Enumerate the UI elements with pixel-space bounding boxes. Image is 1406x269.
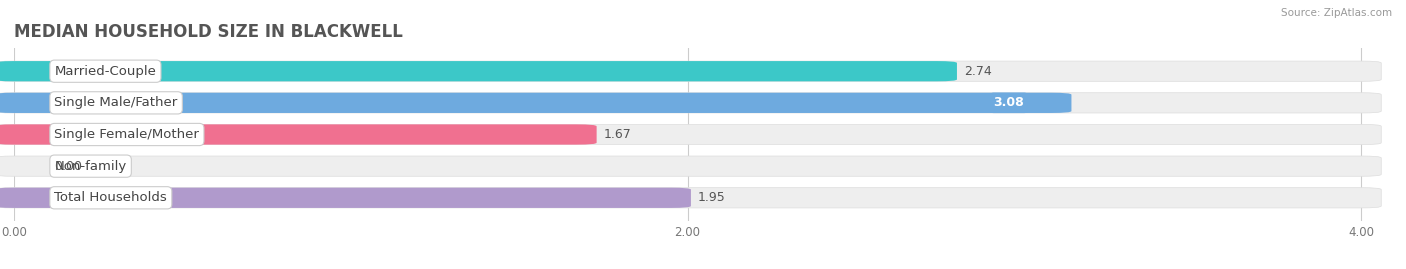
Text: Single Male/Father: Single Male/Father <box>55 96 177 109</box>
FancyBboxPatch shape <box>0 156 1381 176</box>
Text: 1.95: 1.95 <box>697 191 725 204</box>
FancyBboxPatch shape <box>0 61 1381 81</box>
Text: Non-family: Non-family <box>55 160 127 173</box>
Text: Total Households: Total Households <box>55 191 167 204</box>
FancyBboxPatch shape <box>0 188 690 208</box>
Text: 2.74: 2.74 <box>963 65 991 78</box>
Text: Single Female/Mother: Single Female/Mother <box>55 128 200 141</box>
Text: 0.00: 0.00 <box>55 160 83 173</box>
Text: 1.67: 1.67 <box>603 128 631 141</box>
FancyBboxPatch shape <box>0 61 957 81</box>
Text: Married-Couple: Married-Couple <box>55 65 156 78</box>
FancyBboxPatch shape <box>0 93 1071 113</box>
Text: 3.08: 3.08 <box>994 96 1025 109</box>
FancyBboxPatch shape <box>0 93 1381 113</box>
Text: Source: ZipAtlas.com: Source: ZipAtlas.com <box>1281 8 1392 18</box>
FancyBboxPatch shape <box>0 124 596 145</box>
Text: MEDIAN HOUSEHOLD SIZE IN BLACKWELL: MEDIAN HOUSEHOLD SIZE IN BLACKWELL <box>14 23 404 41</box>
FancyBboxPatch shape <box>0 188 1381 208</box>
FancyBboxPatch shape <box>0 124 1381 145</box>
